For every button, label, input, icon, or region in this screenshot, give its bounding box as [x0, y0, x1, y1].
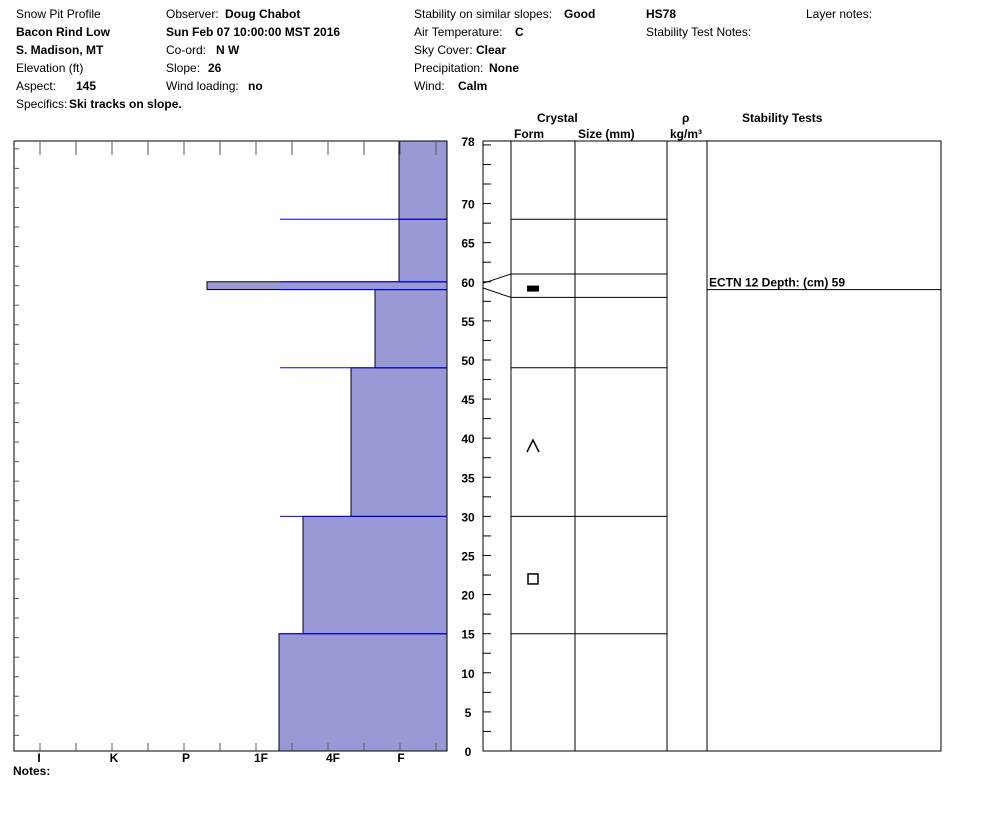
depth-label-50: 50 — [461, 354, 475, 368]
slope-label: Slope: — [166, 61, 201, 75]
crystal-header: Crystal — [537, 111, 578, 125]
depth-label-70: 70 — [461, 198, 475, 212]
notes-label: Notes: — [13, 764, 51, 778]
precipitation-value: None — [489, 61, 519, 75]
layer-connector-lower — [482, 287, 512, 298]
depth-label-65: 65 — [461, 237, 475, 251]
depth-label-60: 60 — [461, 276, 475, 290]
snow-height: HS78 — [646, 7, 677, 21]
crystal-form-square-2 — [527, 573, 539, 585]
depth-label-0: 0 — [465, 745, 472, 759]
coord-label: Co-ord: — [166, 43, 207, 57]
depth-label-40: 40 — [461, 432, 475, 446]
depth-label-20: 20 — [461, 589, 475, 603]
form-header: Form — [514, 127, 544, 141]
stability-value: Good — [564, 7, 596, 21]
specifics-value: Ski tracks on slope. — [69, 97, 182, 111]
profile-title: Snow Pit Profile — [16, 7, 101, 21]
sky-cover-value: Clear — [476, 43, 507, 57]
crystal-form-caret-1 — [526, 438, 540, 453]
observer-label: Observer: — [166, 7, 219, 21]
hardness-bar-3 — [374, 289, 448, 369]
hardness-label-K: K — [110, 751, 119, 765]
hardness-label-4F: 4F — [326, 751, 340, 765]
hardness-bar-0 — [278, 633, 448, 752]
air-temp-label: Air Temperature: — [414, 25, 503, 39]
wind-loading-value: no — [248, 79, 263, 93]
depth-label-30: 30 — [461, 510, 475, 524]
hardness-bar-6 — [398, 140, 448, 220]
hardness-label-F: F — [397, 751, 404, 765]
hardness-bar-1 — [302, 515, 448, 635]
aspect-label: Aspect: — [16, 79, 57, 93]
depth-label-25: 25 — [461, 549, 475, 563]
layer-notes-label: Layer notes: — [806, 7, 873, 21]
air-temp-value: C — [515, 25, 524, 39]
wind-label: Wind: — [414, 79, 445, 93]
depth-label-15: 15 — [461, 628, 475, 642]
depth-label-55: 55 — [461, 315, 475, 329]
hardness-frame — [13, 140, 448, 752]
coord-value: N W — [216, 43, 240, 57]
sky-cover-label: Sky Cover: — [414, 43, 473, 57]
hardness-label-I: I — [37, 751, 40, 765]
depth-label-35: 35 — [461, 471, 475, 485]
hardness-bar-5 — [398, 218, 448, 283]
specifics-label: Specifics: — [16, 97, 68, 111]
stability-tests-header: Stability Tests — [742, 111, 823, 125]
elevation-label: Elevation (ft) — [16, 61, 84, 75]
hardness-label-1F: 1F — [254, 751, 268, 765]
depth-label-45: 45 — [461, 393, 475, 407]
slope-value: 26 — [208, 61, 222, 75]
stability-test-notes-label: Stability Test Notes: — [646, 25, 752, 39]
region: S. Madison, MT — [16, 43, 104, 57]
size-header: Size (mm) — [578, 127, 635, 141]
layer-connector-upper — [482, 273, 512, 284]
profile-frame — [482, 140, 942, 752]
observer-value: Doug Chabot — [225, 7, 301, 21]
depth-label-5: 5 — [465, 706, 472, 720]
hardness-bar-4 — [206, 281, 448, 291]
stability-test-result-0: ECTN 12 Depth: (cm) 59 — [709, 276, 845, 290]
aspect-value: 145 — [76, 79, 97, 93]
crystal-form-surface-hoar-0 — [527, 285, 539, 292]
wind-value: Calm — [458, 79, 488, 93]
precipitation-label: Precipitation: — [414, 61, 484, 75]
hardness-label-P: P — [182, 751, 190, 765]
stability-label: Stability on similar slopes: — [414, 7, 553, 21]
density-unit-header: kg/m³ — [670, 127, 703, 141]
observation-datetime: Sun Feb 07 10:00:00 MST 2016 — [166, 25, 341, 39]
location-name: Bacon Rind Low — [16, 25, 110, 39]
depth-label-78: 78 — [461, 135, 475, 149]
hardness-bar-2 — [350, 367, 448, 517]
depth-label-10: 10 — [461, 667, 475, 681]
density-symbol: ρ — [682, 111, 690, 125]
wind-loading-label: Wind loading: — [166, 79, 239, 93]
